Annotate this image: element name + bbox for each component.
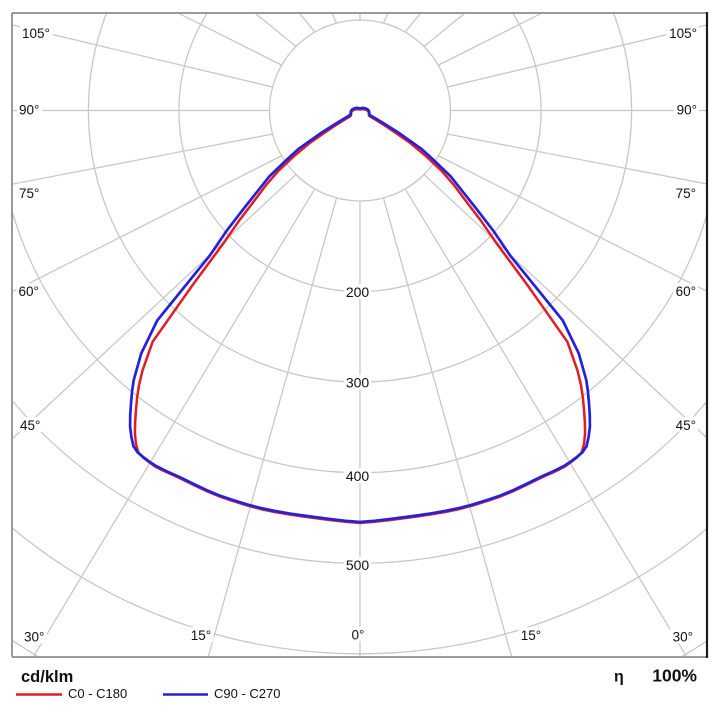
svg-text:60°: 60° xyxy=(19,284,39,299)
svg-text:500: 500 xyxy=(346,557,370,573)
svg-text:400: 400 xyxy=(346,468,370,484)
svg-text:45°: 45° xyxy=(676,418,696,433)
svg-text:60°: 60° xyxy=(676,284,696,299)
svg-text:75°: 75° xyxy=(676,186,696,201)
svg-text:0°: 0° xyxy=(352,627,365,642)
svg-text:100%: 100% xyxy=(652,666,697,686)
svg-text:η: η xyxy=(614,669,624,686)
svg-text:90°: 90° xyxy=(677,102,697,117)
svg-text:200: 200 xyxy=(346,284,370,300)
svg-text:300: 300 xyxy=(346,375,370,391)
svg-text:15°: 15° xyxy=(521,628,541,643)
svg-text:75°: 75° xyxy=(19,186,39,201)
svg-text:105°: 105° xyxy=(669,26,697,41)
svg-text:105°: 105° xyxy=(22,26,50,41)
svg-text:cd/klm: cd/klm xyxy=(21,668,73,686)
svg-text:45°: 45° xyxy=(20,418,40,433)
svg-text:30°: 30° xyxy=(24,629,44,644)
svg-text:90°: 90° xyxy=(19,102,39,117)
svg-text:C0 - C180: C0 - C180 xyxy=(68,686,127,701)
svg-text:30°: 30° xyxy=(673,629,693,644)
svg-text:C90 - C270: C90 - C270 xyxy=(214,686,280,701)
svg-text:15°: 15° xyxy=(191,628,211,643)
